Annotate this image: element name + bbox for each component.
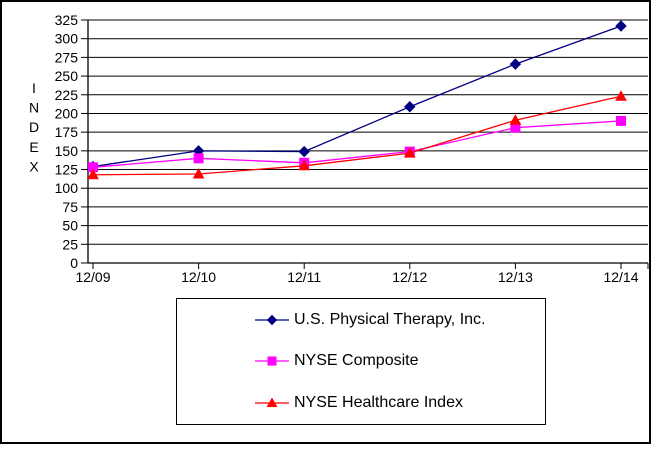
y-tick-label: 100 (55, 180, 79, 196)
y-axis-title-letter: E (29, 139, 38, 155)
chart-frame (0, 0, 651, 444)
diamond-marker-icon (404, 101, 416, 113)
diamond-marker-icon (298, 145, 310, 158)
y-tick-label: 50 (62, 218, 78, 234)
legend-label: U.S. Physical Therapy, Inc. (294, 310, 486, 328)
x-tick-label: 12/14 (603, 269, 638, 285)
x-tick-label: 12/11 (287, 269, 321, 285)
y-tick-label: 200 (55, 105, 79, 121)
y-tick-label: 250 (55, 68, 79, 84)
x-tick-label: 12/12 (392, 269, 427, 285)
triangle-marker-icon (615, 90, 627, 101)
legend-label: NYSE Healthcare Index (294, 394, 463, 412)
square-marker-icon (255, 356, 289, 366)
y-axis-title-letter: N (29, 100, 39, 116)
square-marker-icon (616, 115, 626, 126)
series-2 (87, 90, 627, 180)
series-line (92, 120, 622, 168)
legend-item-us-physical-therapy: U.S. Physical Therapy, Inc. (255, 311, 545, 329)
square-marker-icon (193, 153, 204, 164)
square-marker-icon (267, 356, 277, 366)
triangle-marker-icon (192, 167, 205, 179)
y-tick-labels: 0 25 50 75 100 125 150 175 200 225 250 275 300 325 (55, 12, 79, 271)
y-tick-label: 0 (70, 255, 78, 271)
series-1 (88, 115, 626, 173)
y-tick-label: 25 (62, 236, 78, 252)
triangle-marker-icon (255, 397, 289, 408)
legend-item-nyse-composite: NYSE Composite (255, 352, 545, 370)
series-0 (87, 20, 627, 173)
diamond-marker-icon (615, 20, 627, 32)
triangle-marker-icon (509, 114, 522, 125)
y-tick-label: 125 (55, 162, 79, 178)
y-tick-label: 75 (62, 199, 78, 215)
y-axis-title-letter: I (32, 80, 36, 96)
series-line (92, 25, 622, 168)
y-tick-label: 300 (55, 31, 79, 47)
triangle-marker-icon (266, 397, 278, 408)
diamond-marker-icon (255, 314, 289, 326)
x-tick-label: 12/10 (181, 269, 216, 285)
y-axis-title-letter: D (29, 119, 39, 135)
y-tick-label: 275 (55, 49, 79, 65)
x-tick-label: 12/09 (75, 269, 110, 285)
y-axis-title-letter: X (29, 158, 39, 174)
legend-label: NYSE Composite (294, 352, 419, 370)
y-gridlines (81, 19, 648, 264)
y-tick-label: 325 (55, 12, 79, 28)
x-tick-label: 12/13 (498, 269, 533, 285)
triangle-marker-icon (298, 159, 311, 171)
y-tick-label: 175 (55, 124, 79, 140)
triangle-marker-icon (403, 147, 416, 158)
triangle-marker-icon (87, 168, 99, 180)
diamond-marker-icon (266, 314, 278, 326)
x-tick-labels: 12/09 12/10 12/11 12/12 12/13 12/14 (75, 263, 649, 285)
series-line (92, 95, 622, 176)
diamond-marker-icon (509, 58, 522, 70)
y-tick-label: 225 (55, 87, 79, 103)
legend-item-nyse-healthcare: NYSE Healthcare Index (255, 394, 545, 412)
chart-legend: U.S. Physical Therapy, Inc. NYSE Composi… (176, 298, 546, 425)
y-tick-label: 150 (55, 143, 79, 159)
